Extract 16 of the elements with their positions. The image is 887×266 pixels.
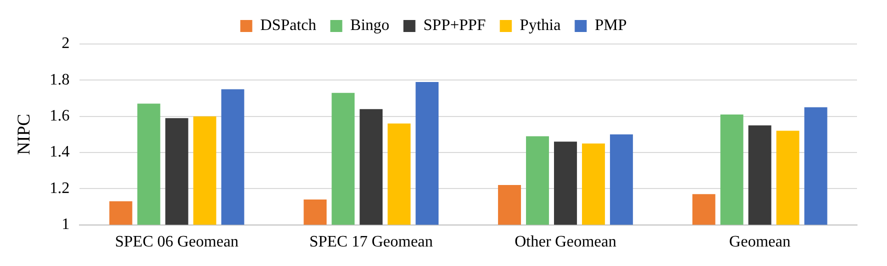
y-tick-label: 1	[62, 216, 70, 234]
x-tick-label: Geomean	[729, 234, 790, 251]
x-tick-label: Other Geomean	[514, 234, 616, 251]
y-tick-label: 1.6	[50, 108, 70, 125]
legend-label: PMP	[594, 17, 627, 34]
x-tick-label: SPEC 06 Geomean	[115, 234, 239, 251]
legend-label: DSPatch	[260, 17, 316, 34]
y-tick-label: 1.2	[50, 180, 70, 197]
y-tick-label: 1.4	[50, 144, 70, 161]
legend-label: Bingo	[350, 17, 390, 34]
x-tick-label: SPEC 17 Geomean	[309, 234, 433, 251]
legend-label: SPP+PPF	[423, 17, 486, 34]
legend-label: Pythia	[520, 17, 561, 34]
y-tick-label: 1.8	[50, 71, 70, 88]
y-axis-title: NIPC	[14, 114, 34, 155]
y-tick-label: 2	[62, 35, 70, 52]
